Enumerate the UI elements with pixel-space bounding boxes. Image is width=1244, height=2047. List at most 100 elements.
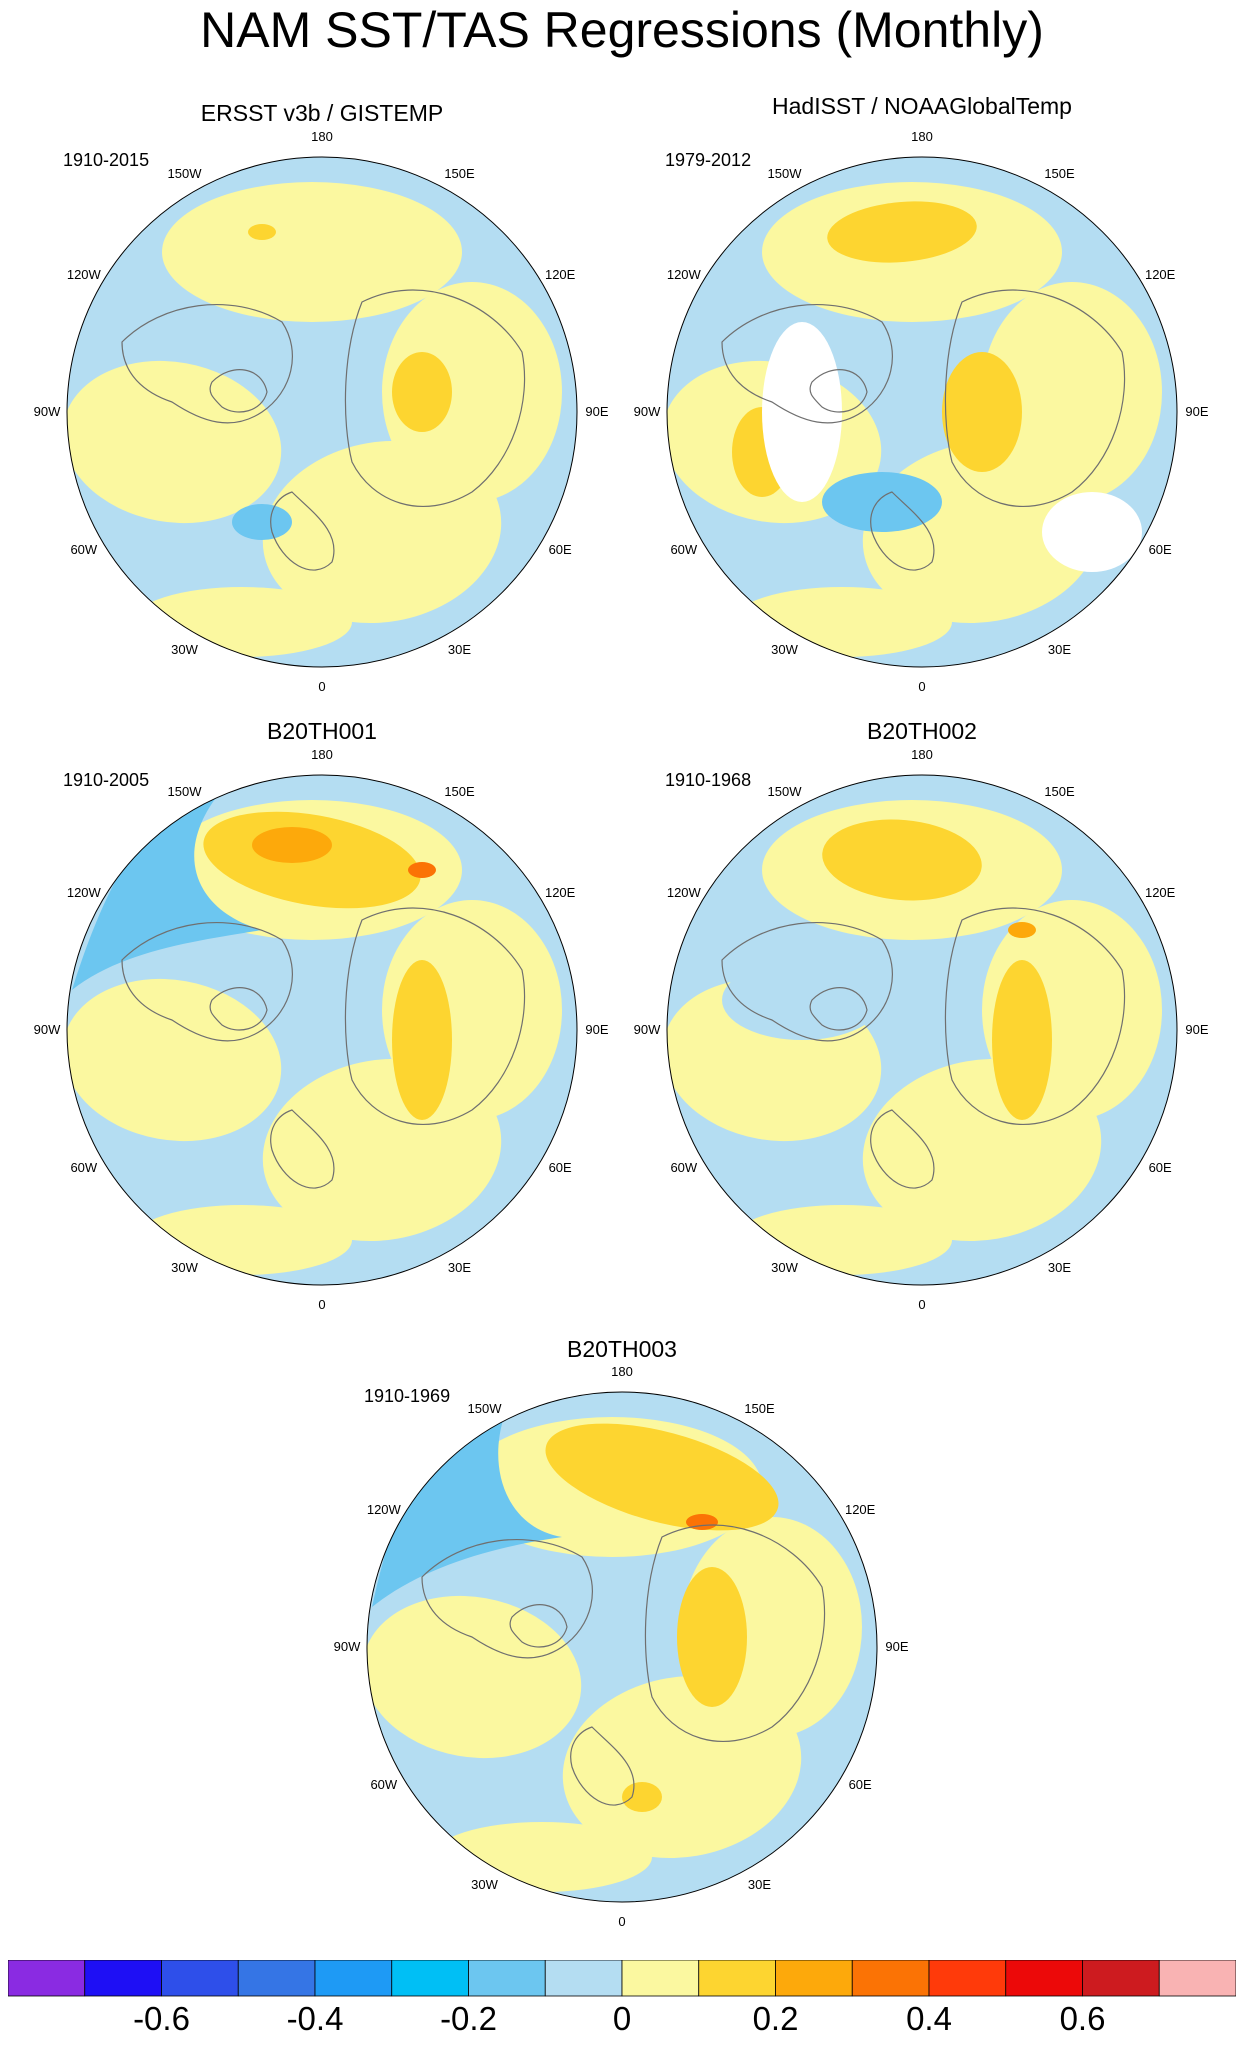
- longitude-label: 120W: [666, 884, 701, 900]
- colorbar-swatch: [84, 1960, 162, 1997]
- panel-title: B20TH003: [567, 1336, 677, 1362]
- longitude-label: 60E: [548, 541, 572, 557]
- nw-negative-anomaly: [372, 1397, 562, 1607]
- labrador-negative-anomaly: [232, 504, 292, 540]
- longitude-label: 120W: [666, 266, 701, 282]
- hudson-negative-anomaly: [722, 960, 882, 1040]
- colorbar-tick-label: -0.4: [286, 2000, 344, 2037]
- colorbar-swatch: [928, 1960, 1007, 1997]
- panel-period: 1910-2015: [63, 150, 150, 170]
- eurasia-coastline: [344, 289, 526, 507]
- eurasia-coastline: [644, 1524, 826, 1742]
- north-america-coastline: [721, 922, 893, 1042]
- longitude-label: 180: [911, 747, 933, 762]
- colorbar: [8, 1960, 1236, 1997]
- longitude-label: 60E: [1148, 1159, 1172, 1175]
- pacific-strong-anomaly: [822, 819, 982, 901]
- longitude-label: 90W: [633, 1022, 661, 1037]
- longitude-label: 60W: [370, 1776, 398, 1792]
- colorbar-tick-label: 0.2: [752, 2000, 799, 2037]
- europe-coastline: [570, 1726, 635, 1806]
- longitude-label: 0: [318, 1297, 326, 1312]
- longitude-label: 120E: [544, 266, 576, 282]
- colorbar-swatch: [1158, 1960, 1236, 1997]
- colorbar-tick-label: 0.6: [1059, 2000, 1106, 2037]
- longitude-label: 90E: [885, 1639, 909, 1654]
- pacific-positive-anomaly: [162, 182, 462, 322]
- pacific-strong-anomaly: [545, 1423, 779, 1531]
- map-field: [67, 157, 577, 667]
- map-field: [67, 775, 577, 1285]
- colorbar-swatch: [391, 1960, 469, 1997]
- longitude-label: 120E: [844, 1501, 876, 1517]
- longitude-label: 90E: [585, 1022, 609, 1037]
- colorbar-swatch: [698, 1960, 776, 1997]
- map-border: [66, 156, 578, 668]
- longitude-label: 90E: [1185, 1022, 1209, 1037]
- eurasia-coastline: [944, 907, 1126, 1125]
- map-field: [367, 1392, 877, 1902]
- panel-title: B20TH001: [267, 718, 377, 744]
- longitude-label: 180: [311, 747, 333, 762]
- longitude-label: 120E: [1144, 266, 1176, 282]
- north-america-coastline: [121, 304, 293, 424]
- longitude-label: 30W: [771, 1260, 798, 1276]
- siberia-strong-anomaly: [392, 960, 452, 1120]
- longitude-label: 180: [611, 1364, 633, 1379]
- longitude-label: 120E: [544, 884, 576, 900]
- map-border: [666, 156, 1178, 668]
- panel-title: ERSST v3b / GISTEMP: [200, 100, 444, 126]
- panel-period: 1979-2012: [665, 150, 752, 170]
- panel-period: 1910-1968: [665, 770, 752, 790]
- longitude-label: 60W: [70, 541, 98, 557]
- longitude-label: 0: [318, 679, 326, 694]
- longitude-label: 150E: [1044, 165, 1075, 181]
- longitude-label: 30E: [447, 1260, 472, 1276]
- longitude-label: 90W: [33, 404, 61, 419]
- longitude-label: 30W: [171, 1260, 198, 1276]
- longitude-label: 150W: [767, 783, 802, 799]
- colorbar-swatch: [1082, 1960, 1160, 1997]
- longitude-label: 150W: [167, 165, 202, 181]
- panel-period: 1910-1969: [364, 1386, 451, 1406]
- polar-map: [66, 774, 578, 1286]
- europe-coastline: [270, 1109, 335, 1189]
- panel-title: HadISST / NOAAGlobalTemp: [772, 93, 1072, 119]
- siberia-positive-anomaly: [382, 282, 562, 502]
- colorbar-swatch: [775, 1960, 853, 1997]
- longitude-label: 60E: [1148, 541, 1172, 557]
- bering-peak-anomaly: [1008, 922, 1036, 938]
- longitude-label: 30W: [771, 642, 798, 658]
- map-border: [666, 774, 1178, 1286]
- greenland-coastline: [209, 987, 268, 1031]
- eurasia-coastline: [344, 907, 526, 1125]
- europe-coastline: [270, 491, 335, 571]
- polar-map: [66, 156, 578, 668]
- polar-map: [366, 1391, 878, 1903]
- longitude-label: 30W: [171, 642, 198, 658]
- pacific-strong-anomaly: [827, 201, 977, 263]
- longitude-label: 60W: [70, 1159, 98, 1175]
- greenland-coastline: [809, 369, 868, 413]
- longitude-label: 0: [618, 1914, 626, 1929]
- longitude-label: 120W: [66, 884, 101, 900]
- longitude-label: 90W: [633, 404, 661, 419]
- longitude-label: 90E: [585, 404, 609, 419]
- panel-title: B20TH002: [867, 718, 977, 744]
- colorbar-swatch: [237, 1960, 316, 1997]
- colorbar-swatch: [621, 1960, 700, 1997]
- atlantic-positive-anomaly: [67, 978, 282, 1142]
- atlantic-positive-anomaly: [67, 360, 282, 524]
- north-america-coastline: [421, 1539, 593, 1659]
- longitude-label: 30E: [1047, 1260, 1072, 1276]
- longitude-label: 180: [911, 129, 933, 144]
- colorbar-swatch: [1005, 1960, 1083, 1997]
- map-border: [66, 774, 578, 1286]
- polar-map: [666, 774, 1178, 1286]
- bering-peak-anomaly: [408, 862, 436, 878]
- siberia-positive-anomaly: [982, 282, 1162, 502]
- longitude-label: 30W: [471, 1877, 498, 1893]
- longitude-label: 180: [311, 129, 333, 144]
- colorbar-swatch: [851, 1960, 930, 1997]
- longitude-label: 60W: [670, 541, 698, 557]
